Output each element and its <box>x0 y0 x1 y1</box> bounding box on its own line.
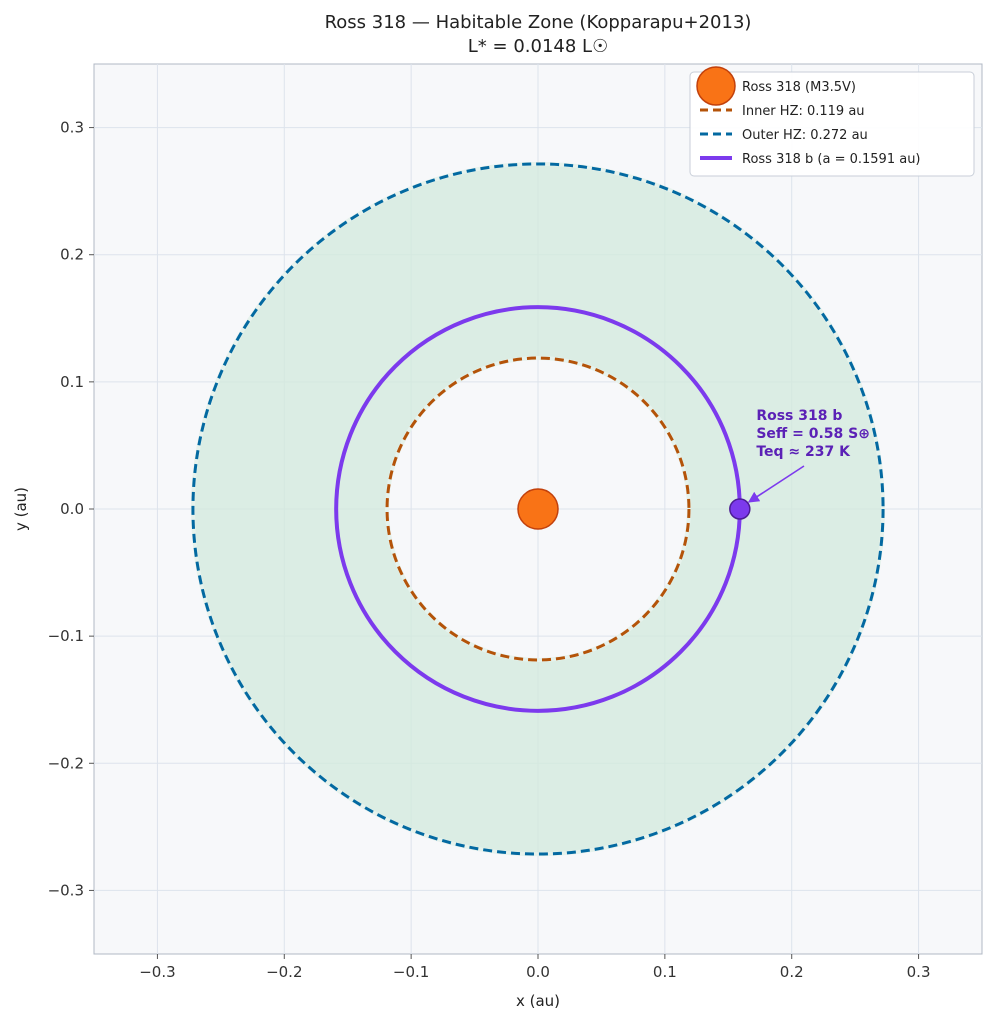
y-tick-label: −0.2 <box>48 754 84 772</box>
x-tick-label: 0.2 <box>780 963 804 981</box>
legend-box <box>689 71 975 177</box>
legend: Ross 318 (M3.5V) Inner HZ: 0.119 au Outer … <box>689 66 975 177</box>
outer-hz-boundary <box>191 162 885 856</box>
legend-label: Inner HZ: 0.119 au <box>742 104 865 119</box>
inner-hz-boundary <box>385 356 691 662</box>
x-tick-label: 0.0 <box>526 963 550 981</box>
plot-content <box>190 162 886 856</box>
y-tick-label: 0.0 <box>60 500 84 518</box>
annotation-arrow <box>747 465 805 503</box>
x-tick-label: 0.1 <box>653 963 677 981</box>
x-tick-label: −0.3 <box>139 963 175 981</box>
y-tick-label: 0.3 <box>60 119 84 137</box>
y-tick-label: 0.2 <box>60 246 84 264</box>
y-tick-label: 0.1 <box>60 373 84 391</box>
annotation-line: Seff = 0.58 S⊕ <box>756 426 870 442</box>
legend-label: Ross 318 b (a = 0.1591 au) <box>742 152 921 167</box>
annotation-line: Teq ≈ 237 K <box>756 444 851 460</box>
y-tick-label: −0.1 <box>48 627 84 645</box>
chart-subtitle: L* = 0.0148 L☉ <box>468 36 608 57</box>
legend-label: Outer HZ: 0.272 au <box>742 128 868 143</box>
chart-title: Ross 318 — Habitable Zone (Kopparapu+201… <box>325 12 752 33</box>
y-axis-label: y (au) <box>12 487 30 531</box>
x-tick-label: 0.3 <box>907 963 931 981</box>
planet-annotation: Ross 318 b Seff = 0.58 S⊕ Teq ≈ 237 K <box>747 408 870 503</box>
star-marker <box>517 488 559 530</box>
planet-marker <box>729 498 751 520</box>
axis-ticks: −0.3 −0.2 −0.1 0.0 0.1 0.2 0.3 0.3 0.2 0.1 0.0 −0.1… <box>48 119 931 981</box>
x-axis-label: x (au) <box>516 992 560 1010</box>
y-tick-label: −0.3 <box>48 881 84 899</box>
annotation-line: Ross 318 b <box>756 408 842 424</box>
legend-star-handle <box>696 66 736 106</box>
legend-label: Ross 318 (M3.5V) <box>742 80 856 95</box>
x-tick-label: −0.2 <box>266 963 302 981</box>
x-tick-label: −0.1 <box>393 963 429 981</box>
